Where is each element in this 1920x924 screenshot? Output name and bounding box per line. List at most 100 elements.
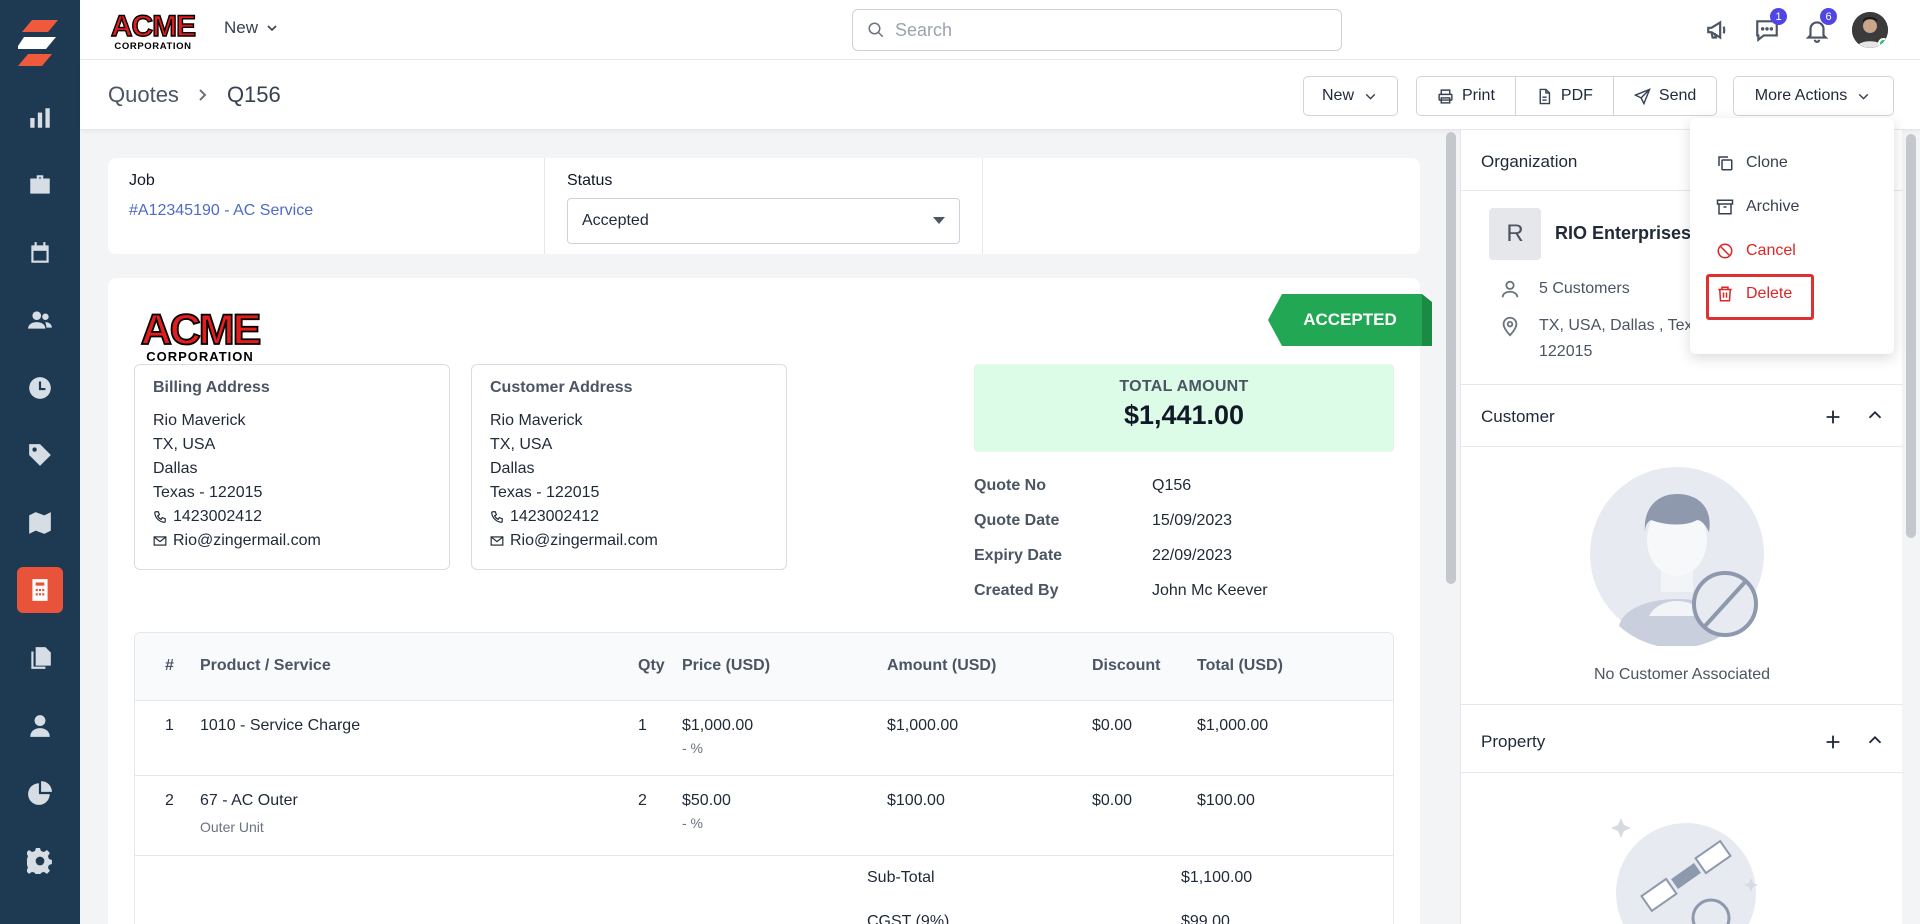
- new-button-label: New: [1321, 87, 1354, 104]
- customer-address-title: Customer Address: [490, 379, 633, 396]
- nav-quotes-calculator-icon[interactable]: [17, 567, 63, 613]
- search-icon: [868, 22, 884, 38]
- status-select[interactable]: Accepted: [567, 198, 960, 244]
- send-paper-plane-icon: [1633, 87, 1651, 105]
- organization-name[interactable]: RIO Enterprises: [1555, 223, 1692, 243]
- organization-address-line2: 122015: [1539, 343, 1593, 360]
- announcements-megaphone-icon[interactable]: [1702, 14, 1734, 46]
- divider: [1461, 772, 1903, 773]
- job-link[interactable]: #A12345190 - AC Service: [129, 202, 314, 219]
- search-input[interactable]: [895, 19, 1315, 41]
- side-panel-scrollbar[interactable]: [1906, 134, 1916, 538]
- breadcrumb-quotes-link[interactable]: Quotes: [108, 82, 179, 107]
- chevron-down-icon: [1365, 93, 1376, 100]
- acme-corporation-logo[interactable]: ACME CORPORATION: [108, 8, 198, 52]
- subtotal-label: Sub-Total: [867, 869, 935, 886]
- customer-email-row: Rio@zingermail.com: [490, 529, 768, 553]
- billing-email: Rio@zingermail.com: [173, 532, 321, 549]
- collapse-property-chevron-up-icon[interactable]: [1864, 729, 1886, 751]
- pdf-button[interactable]: PDF: [1516, 77, 1614, 115]
- job-field: Job #A12345190 - AC Service: [129, 158, 313, 254]
- job-status-card: Job #A12345190 - AC Service Status Accep…: [108, 158, 1420, 254]
- row-description: Outer Unit: [200, 819, 264, 835]
- add-property-plus-icon[interactable]: [1822, 731, 1844, 753]
- nav-jobs-briefcase-icon[interactable]: [20, 165, 60, 205]
- customer-phone: 1423002412: [510, 508, 599, 525]
- row-price: $50.00: [682, 792, 731, 809]
- email-envelope-icon: [490, 536, 504, 546]
- quote-meta: Quote No Q156 Quote Date 15/09/2023 Expiry…: [974, 468, 1394, 608]
- menu-item-archive[interactable]: Archive: [1716, 198, 1799, 216]
- no-customer-message: No Customer Associated: [1593, 666, 1771, 683]
- customer-line2: Dallas: [490, 460, 535, 477]
- app-logo-icon[interactable]: [18, 20, 62, 66]
- menu-item-clone-label: Clone: [1746, 154, 1788, 171]
- divider: [1461, 704, 1903, 705]
- nav-documents-icon[interactable]: [20, 638, 60, 678]
- divider: [982, 158, 983, 254]
- menu-item-cancel[interactable]: Cancel: [1716, 242, 1796, 260]
- phone-icon: [154, 511, 166, 523]
- meta-key: Quote No: [974, 476, 1046, 494]
- billing-name: Rio Maverick: [153, 412, 246, 429]
- nav-users-icon[interactable]: [20, 300, 60, 340]
- cgst-label: CGST (9%): [867, 913, 950, 924]
- meta-value: Q156: [1152, 476, 1192, 494]
- new-button[interactable]: New: [1303, 76, 1398, 116]
- cancel-ban-icon: [1717, 243, 1733, 259]
- top-new-dropdown[interactable]: New: [224, 18, 278, 38]
- collapse-customer-chevron-up-icon[interactable]: [1864, 404, 1886, 426]
- row-price-sub: - %: [682, 740, 703, 756]
- svg-text:ACME: ACME: [141, 308, 260, 354]
- billing-phone-row: 1423002412: [153, 505, 431, 529]
- top-new-label: New: [224, 18, 259, 37]
- organization-initial: R: [1506, 220, 1524, 247]
- menu-item-delete[interactable]: Delete: [1716, 285, 1792, 303]
- row-price-sub: - %: [682, 815, 703, 831]
- billing-line2: Dallas: [153, 460, 198, 477]
- customer-line3: Texas - 122015: [490, 484, 600, 501]
- menu-item-clone[interactable]: Clone: [1716, 154, 1788, 172]
- caret-down-icon: [933, 217, 945, 224]
- nav-clock-icon[interactable]: [20, 368, 60, 408]
- meta-value: 15/09/2023: [1152, 511, 1233, 529]
- main-scrollbar[interactable]: [1446, 132, 1456, 584]
- line-items-table: # Product / Service Qty Price (USD) Amou…: [134, 632, 1394, 924]
- row-discount: $0.00: [1092, 792, 1133, 809]
- total-amount-value: $1,441.00: [1123, 400, 1245, 430]
- nav-tag-icon[interactable]: [20, 435, 60, 475]
- customer-line1: TX, USA: [490, 436, 553, 453]
- chevron-down-icon: [1858, 93, 1869, 100]
- send-button[interactable]: Send: [1614, 77, 1716, 115]
- add-customer-plus-icon[interactable]: [1822, 406, 1844, 428]
- document-actions-group: Print PDF Send: [1416, 76, 1718, 116]
- print-button[interactable]: Print: [1417, 77, 1516, 115]
- more-actions-button[interactable]: More Actions: [1733, 76, 1894, 116]
- nav-map-icon[interactable]: [20, 503, 60, 543]
- meta-row: Quote No Q156: [974, 468, 1394, 503]
- nav-calendar-icon[interactable]: [20, 233, 60, 273]
- column-header: Qty: [638, 657, 665, 674]
- meta-key: Quote Date: [974, 511, 1060, 529]
- nav-settings-gear-icon[interactable]: [20, 841, 60, 881]
- customer-email: Rio@zingermail.com: [510, 532, 658, 549]
- divider: [1461, 446, 1903, 447]
- notifications-bell-icon[interactable]: 6: [1801, 8, 1837, 46]
- nav-reports-icon[interactable]: [20, 98, 60, 138]
- nav-pie-chart-icon[interactable]: [20, 773, 60, 813]
- search-box[interactable]: [852, 9, 1342, 51]
- customer-phone-row: 1423002412: [490, 505, 768, 529]
- row-total: $100.00: [1197, 792, 1255, 809]
- accepted-ribbon-label: ACCEPTED: [1303, 310, 1397, 329]
- nav-person-icon[interactable]: [20, 706, 60, 746]
- more-actions-menu: Clone Archive Cancel Delete: [1690, 118, 1894, 354]
- menu-item-delete-label: Delete: [1746, 285, 1793, 302]
- job-label: Job: [129, 172, 155, 189]
- cgst-value: $99.00: [1181, 913, 1230, 924]
- online-status-dot: [1878, 38, 1888, 48]
- person-icon: [1501, 280, 1519, 298]
- messages-chat-icon[interactable]: 1: [1751, 8, 1787, 46]
- archive-box-icon: [1716, 199, 1734, 215]
- user-avatar[interactable]: [1852, 12, 1888, 48]
- status-label: Status: [567, 172, 613, 189]
